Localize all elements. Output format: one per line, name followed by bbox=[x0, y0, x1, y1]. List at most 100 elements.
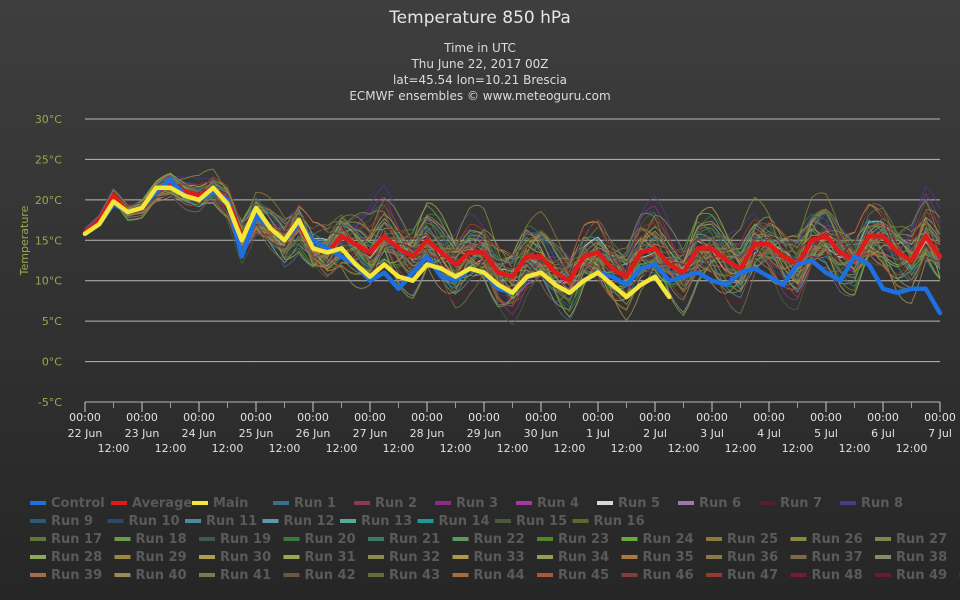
legend-swatch[interactable] bbox=[368, 555, 384, 559]
legend-swatch[interactable] bbox=[111, 501, 127, 505]
legend-swatch[interactable] bbox=[114, 555, 131, 559]
legend-swatch[interactable] bbox=[572, 519, 589, 523]
legend-item-label[interactable]: Run 9 bbox=[51, 514, 93, 529]
legend-item-label[interactable]: Run 48 bbox=[812, 568, 863, 583]
legend-item-label[interactable]: Run 15 bbox=[516, 514, 567, 529]
legend-swatch[interactable] bbox=[340, 519, 356, 523]
legend-swatch[interactable] bbox=[537, 537, 553, 541]
legend-swatch[interactable] bbox=[283, 573, 300, 577]
legend-swatch[interactable] bbox=[452, 555, 469, 559]
legend-item-label[interactable]: Run 40 bbox=[136, 568, 187, 583]
legend-swatch[interactable] bbox=[114, 537, 131, 541]
legend-item-label[interactable]: Control bbox=[51, 496, 105, 511]
legend-item-label[interactable]: Run 31 bbox=[305, 550, 356, 565]
legend-swatch[interactable] bbox=[537, 573, 553, 577]
legend-swatch[interactable] bbox=[30, 519, 46, 523]
legend-item-label[interactable]: Run 37 bbox=[812, 550, 863, 565]
legend-item-label[interactable]: Run 23 bbox=[558, 532, 609, 547]
legend-item-label[interactable]: Run 22 bbox=[474, 532, 525, 547]
legend-swatch[interactable] bbox=[192, 501, 208, 505]
legend-swatch[interactable] bbox=[706, 573, 722, 577]
legend-item-label[interactable]: Run 49 bbox=[896, 568, 947, 583]
legend-item-label[interactable]: Average bbox=[132, 496, 192, 511]
legend-swatch[interactable] bbox=[354, 501, 370, 505]
legend-item-label[interactable]: Run 25 bbox=[727, 532, 778, 547]
legend-swatch[interactable] bbox=[790, 573, 807, 577]
legend-swatch[interactable] bbox=[875, 537, 891, 541]
legend-swatch[interactable] bbox=[283, 537, 300, 541]
legend-swatch[interactable] bbox=[840, 501, 856, 505]
legend-item-label[interactable]: Run 16 bbox=[594, 514, 645, 529]
legend-item-label[interactable]: Run 30 bbox=[220, 550, 271, 565]
legend-item-label[interactable]: Run 14 bbox=[439, 514, 490, 529]
legend-item-label[interactable]: Run 34 bbox=[558, 550, 609, 565]
legend-item-label[interactable]: Run 10 bbox=[129, 514, 180, 529]
legend-item-label[interactable]: Run 1 bbox=[294, 496, 336, 511]
legend-swatch[interactable] bbox=[706, 537, 722, 541]
legend-item-label[interactable]: Run 12 bbox=[284, 514, 335, 529]
legend-item-label[interactable]: Run 17 bbox=[51, 532, 102, 547]
legend-item-label[interactable]: Run 11 bbox=[206, 514, 257, 529]
legend-swatch[interactable] bbox=[262, 519, 279, 523]
legend-item-label[interactable]: Run 45 bbox=[558, 568, 609, 583]
legend-item-label[interactable]: Run 41 bbox=[220, 568, 271, 583]
legend-item-label[interactable]: Run 44 bbox=[474, 568, 525, 583]
legend-item-label[interactable]: Main bbox=[213, 496, 248, 511]
legend-item-label[interactable]: Run 27 bbox=[896, 532, 947, 547]
legend-swatch[interactable] bbox=[597, 501, 613, 505]
legend-swatch[interactable] bbox=[417, 519, 434, 523]
legend-item-label[interactable]: Run 42 bbox=[305, 568, 356, 583]
legend-item-label[interactable]: Run 7 bbox=[780, 496, 822, 511]
legend-item-label[interactable]: Run 2 bbox=[375, 496, 417, 511]
legend-item-label[interactable]: Run 18 bbox=[136, 532, 187, 547]
legend-swatch[interactable] bbox=[516, 501, 532, 505]
legend-item-label[interactable]: Run 29 bbox=[136, 550, 187, 565]
legend-swatch[interactable] bbox=[273, 501, 289, 505]
legend-item-label[interactable]: Run 4 bbox=[537, 496, 579, 511]
legend-swatch[interactable] bbox=[706, 555, 722, 559]
legend-swatch[interactable] bbox=[368, 573, 384, 577]
legend-item-label[interactable]: Run 35 bbox=[643, 550, 694, 565]
legend-item-label[interactable]: Run 19 bbox=[220, 532, 271, 547]
legend-item-label[interactable]: Run 46 bbox=[643, 568, 694, 583]
legend-swatch[interactable] bbox=[30, 573, 46, 577]
legend-swatch[interactable] bbox=[30, 555, 46, 559]
legend-swatch[interactable] bbox=[435, 501, 451, 505]
legend-swatch[interactable] bbox=[452, 537, 469, 541]
legend-item-label[interactable]: Run 13 bbox=[361, 514, 412, 529]
legend-swatch[interactable] bbox=[185, 519, 201, 523]
legend-swatch[interactable] bbox=[678, 501, 694, 505]
legend-item-label[interactable]: Run 8 bbox=[861, 496, 903, 511]
legend-swatch[interactable] bbox=[621, 573, 638, 577]
legend-swatch[interactable] bbox=[30, 537, 46, 541]
legend-swatch[interactable] bbox=[790, 555, 807, 559]
legend-item-label[interactable]: Run 3 bbox=[456, 496, 498, 511]
legend-item-label[interactable]: Run 6 bbox=[699, 496, 741, 511]
legend-swatch[interactable] bbox=[875, 555, 891, 559]
legend-swatch[interactable] bbox=[199, 555, 215, 559]
legend-swatch[interactable] bbox=[875, 573, 891, 577]
legend-item-label[interactable]: Run 24 bbox=[643, 532, 694, 547]
legend-swatch[interactable] bbox=[114, 573, 131, 577]
legend-swatch[interactable] bbox=[495, 519, 511, 523]
legend-item-label[interactable]: Run 33 bbox=[474, 550, 525, 565]
legend-item-label[interactable]: Run 32 bbox=[389, 550, 440, 565]
legend-swatch[interactable] bbox=[368, 537, 384, 541]
legend-item-label[interactable]: Run 36 bbox=[727, 550, 778, 565]
legend-item-label[interactable]: Run 21 bbox=[389, 532, 440, 547]
legend-swatch[interactable] bbox=[790, 537, 807, 541]
legend-swatch[interactable] bbox=[621, 537, 638, 541]
legend-swatch[interactable] bbox=[759, 501, 775, 505]
legend-item-label[interactable]: Run 38 bbox=[896, 550, 947, 565]
legend-item-label[interactable]: Run 5 bbox=[618, 496, 660, 511]
legend-swatch[interactable] bbox=[107, 519, 124, 523]
legend-item-label[interactable]: Run 39 bbox=[51, 568, 102, 583]
legend-item-label[interactable]: Run 20 bbox=[305, 532, 356, 547]
legend-item-label[interactable]: Run 43 bbox=[389, 568, 440, 583]
legend-swatch[interactable] bbox=[452, 573, 469, 577]
legend-swatch[interactable] bbox=[199, 573, 215, 577]
legend-swatch[interactable] bbox=[621, 555, 638, 559]
legend-swatch[interactable] bbox=[537, 555, 553, 559]
legend-item-label[interactable]: Run 47 bbox=[727, 568, 778, 583]
legend-swatch[interactable] bbox=[283, 555, 300, 559]
